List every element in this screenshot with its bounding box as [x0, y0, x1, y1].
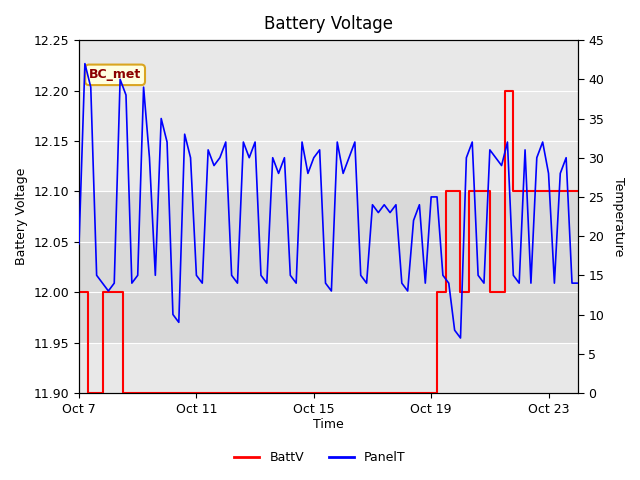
Legend: BattV, PanelT: BattV, PanelT	[229, 446, 411, 469]
Bar	[79, 192, 578, 343]
Title: Battery Voltage: Battery Voltage	[264, 15, 393, 33]
Y-axis label: Temperature: Temperature	[612, 177, 625, 256]
Text: BC_met: BC_met	[89, 68, 141, 81]
Y-axis label: Battery Voltage: Battery Voltage	[15, 168, 28, 265]
X-axis label: Time: Time	[313, 419, 344, 432]
